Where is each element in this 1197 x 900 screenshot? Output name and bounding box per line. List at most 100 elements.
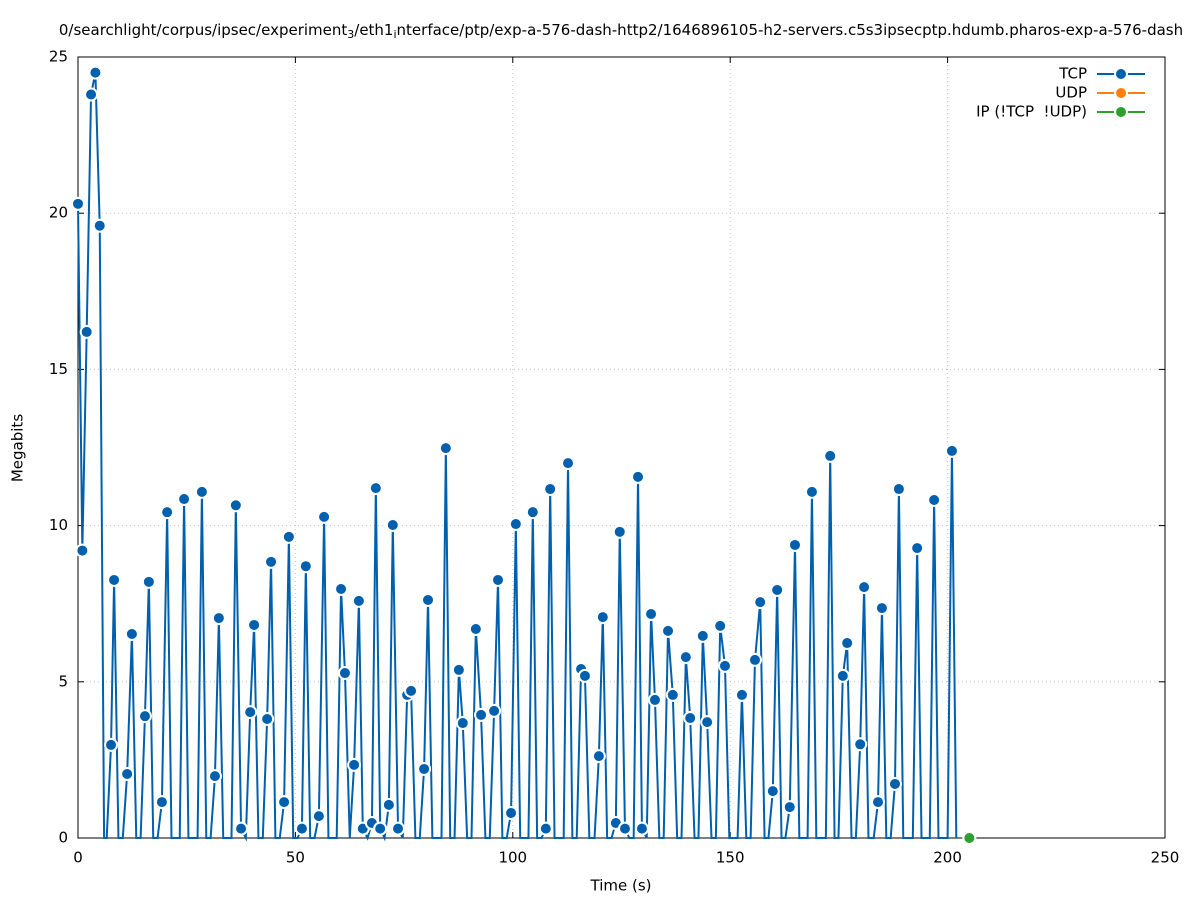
data-point [451, 662, 466, 677]
data-point [317, 509, 332, 524]
data-point [351, 593, 366, 608]
data-point [298, 559, 313, 574]
data-point [617, 821, 632, 836]
data-point [765, 784, 780, 799]
data-point [770, 582, 785, 597]
data-point [194, 484, 209, 499]
y-axis-label: Megabits [9, 414, 27, 482]
data-point [455, 716, 470, 731]
data-point [538, 821, 553, 836]
data-point [385, 517, 400, 532]
data-point [260, 711, 275, 726]
data-point [347, 757, 362, 772]
data-point [700, 715, 715, 730]
data-point [853, 737, 868, 752]
data-point [417, 761, 432, 776]
data-point [910, 541, 925, 556]
data-point [92, 218, 107, 233]
y-tick-label: 10 [49, 516, 68, 534]
x-tick-label: 150 [716, 849, 745, 867]
data-point [734, 687, 749, 702]
data-point [661, 623, 676, 638]
data-point [747, 652, 762, 667]
data-point [124, 627, 139, 642]
data-point [871, 795, 886, 810]
data-point [525, 505, 540, 520]
data-point [491, 572, 506, 587]
data-point [840, 636, 855, 651]
y-tick-label: 0 [58, 829, 68, 847]
data-point [561, 456, 576, 471]
data-point [927, 492, 942, 507]
data-point [71, 196, 85, 211]
data-point [421, 592, 436, 607]
data-point [438, 441, 453, 456]
data-point [695, 628, 710, 643]
data-point [277, 795, 292, 810]
data-point [962, 831, 977, 845]
legend-marker [1114, 105, 1128, 119]
data-point [717, 658, 732, 673]
data-point [612, 524, 627, 539]
chart-title: 0/searchlight/corpus/ipsec/experiment3/e… [59, 21, 1183, 42]
x-tick-label: 200 [933, 849, 962, 867]
data-point [944, 443, 959, 458]
data-point [874, 601, 889, 616]
data-point [243, 705, 258, 720]
legend-label: UDP [1055, 84, 1087, 102]
x-tick-label: 250 [1151, 849, 1180, 867]
data-point [634, 821, 649, 836]
data-point [753, 595, 768, 610]
data-point [334, 582, 349, 597]
data-point [543, 482, 558, 497]
data-point [474, 707, 489, 722]
data-point [504, 806, 519, 821]
data-point [137, 709, 152, 724]
data-point [373, 821, 388, 836]
legend-marker [1114, 67, 1128, 81]
data-point [294, 821, 309, 836]
legend-label: IP (!TCP !UDP) [976, 103, 1087, 121]
data-point [891, 482, 906, 497]
data-point [713, 618, 728, 633]
x-tick-label: 100 [498, 849, 527, 867]
data-point [88, 65, 103, 80]
data-point [264, 554, 279, 569]
x-axis-label: Time (s) [590, 877, 652, 895]
data-point [631, 469, 646, 484]
data-point [120, 766, 135, 781]
data-point [337, 666, 352, 681]
y-tick-label: 5 [58, 672, 68, 690]
data-point [391, 821, 406, 836]
title-subscript: 3 [347, 28, 354, 41]
legend-marker [1114, 86, 1128, 100]
data-point [234, 821, 249, 836]
data-point [678, 650, 693, 665]
data-point [368, 481, 383, 496]
data-point [79, 324, 94, 339]
data-point [823, 448, 838, 463]
data-point [782, 800, 797, 815]
data-point [207, 769, 222, 784]
data-point [468, 622, 483, 637]
data-point [141, 574, 156, 589]
data-point [595, 610, 610, 625]
data-point [177, 492, 192, 507]
data-point [404, 683, 419, 698]
y-tick-label: 25 [49, 48, 68, 66]
data-point [104, 737, 119, 752]
data-point [508, 517, 523, 532]
data-point [835, 668, 850, 683]
data-point [804, 484, 819, 499]
data-point [84, 87, 99, 102]
data-point [381, 797, 396, 812]
data-point [487, 703, 502, 718]
plot-border [77, 56, 1166, 839]
data-point [591, 749, 606, 764]
data-point [154, 795, 169, 810]
data-point [160, 505, 175, 520]
series-line [77, 72, 958, 842]
data-point [787, 537, 802, 552]
data-point [107, 572, 122, 587]
